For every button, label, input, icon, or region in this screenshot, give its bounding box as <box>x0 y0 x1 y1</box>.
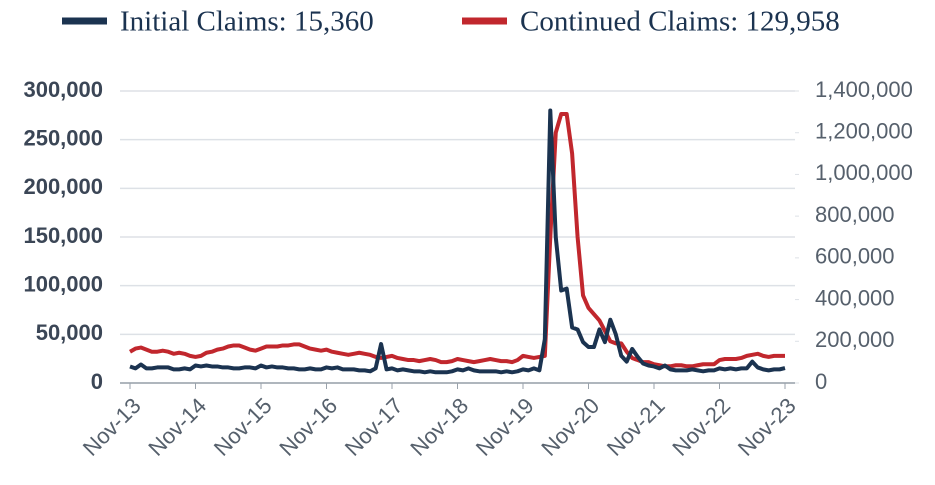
series-line <box>129 108 786 375</box>
y-tick-label: 250,000 <box>23 125 103 150</box>
x-tick-label: Nov-21 <box>602 393 670 461</box>
y-tick-label: 0 <box>91 369 103 394</box>
y2-tick-label: 400,000 <box>815 285 895 310</box>
x-tick-label: Nov-19 <box>471 393 539 461</box>
y2-tick-label: 1,200,000 <box>815 119 913 144</box>
y2-tick-label: 200,000 <box>815 327 895 352</box>
y-tick-label: 50,000 <box>36 320 103 345</box>
y-tick-label: 150,000 <box>23 223 103 248</box>
y-tick-label: 300,000 <box>23 77 103 102</box>
y2-tick-label: 600,000 <box>815 244 895 269</box>
y2-tick-label: 0 <box>815 369 827 394</box>
legend-label: Continued Claims: 129,958 <box>520 6 840 38</box>
x-tick-label: Nov-18 <box>405 393 473 461</box>
y2-tick-label: 800,000 <box>815 202 895 227</box>
x-tick-label: Nov-17 <box>340 393 408 461</box>
x-tick-label: Nov-14 <box>143 393 211 461</box>
y2-tick-label: 1,000,000 <box>815 160 913 185</box>
x-tick-label: Nov-16 <box>274 393 342 461</box>
y2-tick-label: 1,400,000 <box>815 77 913 102</box>
series-line <box>129 111 785 369</box>
x-tick-label: Nov-15 <box>209 393 277 461</box>
y-tick-label: 100,000 <box>23 271 103 296</box>
x-tick-label: Nov-22 <box>667 393 735 461</box>
legend-label: Initial Claims: 15,360 <box>120 6 374 38</box>
x-tick-label: Nov-20 <box>536 393 604 461</box>
y-tick-label: 200,000 <box>23 174 103 199</box>
x-tick-label: Nov-13 <box>78 393 146 461</box>
x-tick-label: Nov-23 <box>733 393 801 461</box>
